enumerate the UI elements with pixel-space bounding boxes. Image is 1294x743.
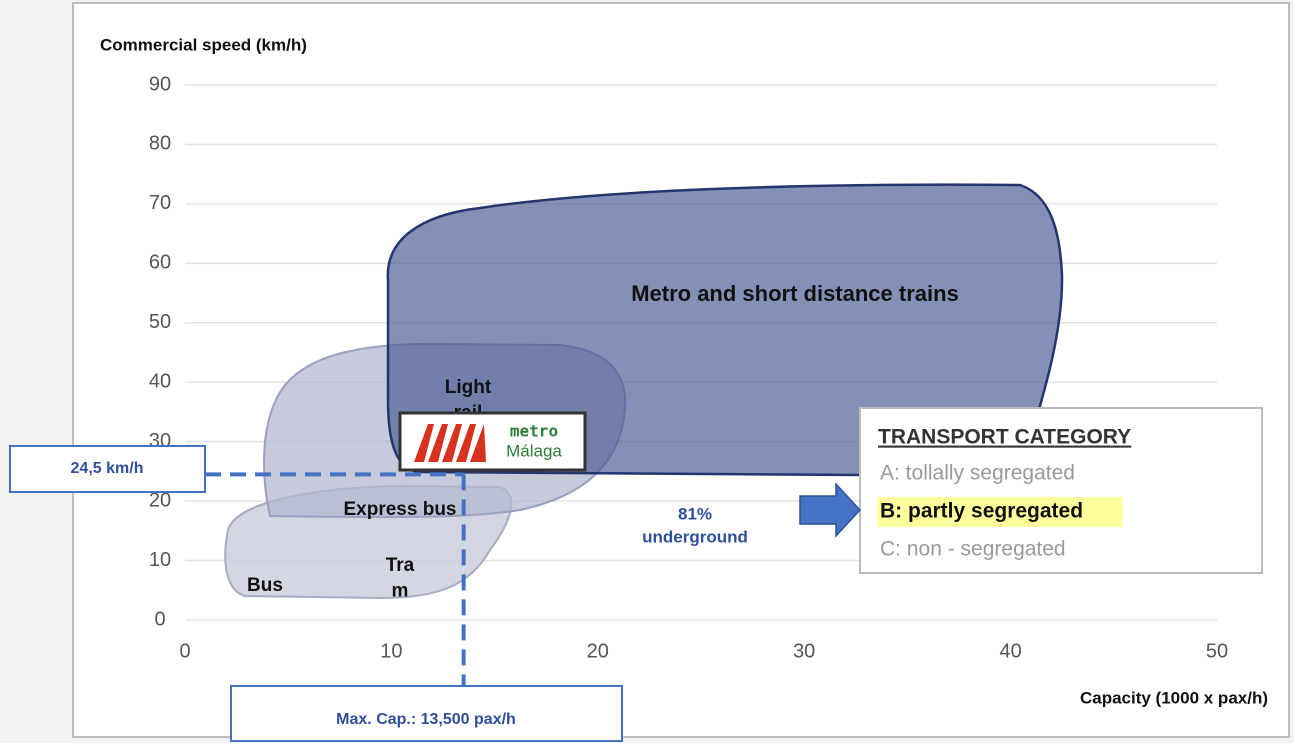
annotation: Metro and short distance trains <box>631 281 959 306</box>
y-tick-label: 90 <box>149 73 171 95</box>
annotation: m <box>392 581 409 602</box>
x-tick-label: 10 <box>380 640 402 662</box>
legend-item: B: partly segregated <box>880 500 1083 523</box>
annotation: Light <box>445 377 492 398</box>
y-tick-label: 20 <box>149 489 171 511</box>
logo-text: Málaga <box>506 441 562 460</box>
reference-box <box>230 685 623 742</box>
annotation: Express bus <box>344 499 457 520</box>
x-tick-label: 50 <box>1206 640 1228 662</box>
y-tick-label: 10 <box>149 549 171 571</box>
annotation: Bus <box>247 575 283 596</box>
reference-label: 24,5 km/h <box>71 460 144 477</box>
logo-mark <box>414 424 486 462</box>
x-tick-label: 20 <box>587 640 609 662</box>
y-tick-label: 40 <box>149 371 171 393</box>
y-axis-label: Commercial speed (km/h) <box>100 35 307 54</box>
x-axis-label: Capacity (1000 x pax/h) <box>1080 688 1268 707</box>
legend-box <box>859 407 1263 574</box>
y-tick-label: 60 <box>149 252 171 274</box>
x-tick-label: 30 <box>793 640 815 662</box>
annotation: 81% <box>678 504 712 523</box>
reference-box <box>9 445 206 493</box>
y-tick-label: 80 <box>149 133 171 155</box>
annotation: Tra <box>386 555 415 576</box>
x-tick-label: 40 <box>999 640 1021 662</box>
legend-arrow <box>799 482 862 538</box>
legend-highlight <box>877 497 1123 527</box>
legend-item: C: non - segregated <box>880 538 1066 561</box>
logo-text: metro <box>510 422 558 441</box>
x-tick-label: 0 <box>179 640 190 662</box>
legend-item: A: tollally segregated <box>880 462 1075 485</box>
y-tick-label: 70 <box>149 192 171 214</box>
y-tick-label: 0 <box>154 608 165 630</box>
legend-title: TRANSPORT CATEGORY <box>878 426 1131 449</box>
reference-label: Max. Cap.: 13,500 pax/h <box>336 711 516 728</box>
y-tick-label: 50 <box>149 311 171 333</box>
annotation: underground <box>642 527 748 546</box>
